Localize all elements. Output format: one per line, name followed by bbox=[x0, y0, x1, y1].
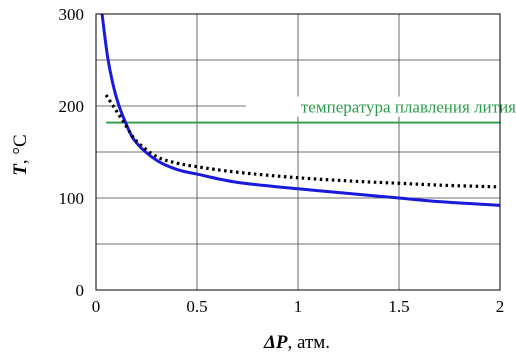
x-axis-separator: , bbox=[288, 332, 298, 353]
y-axis-symbol: T bbox=[10, 163, 31, 176]
x-tick-label: 1.5 bbox=[388, 297, 409, 316]
y-tick-label: 0 bbox=[76, 281, 85, 300]
x-axis-symbol: ΔP bbox=[263, 332, 288, 353]
y-tick-label: 100 bbox=[59, 189, 85, 208]
y-axis-unit: °C bbox=[10, 134, 31, 154]
y-tick-label: 200 bbox=[59, 97, 85, 116]
x-tick-label: 0.5 bbox=[186, 297, 207, 316]
plot-frame bbox=[95, 13, 501, 291]
x-axis-title: ΔP, атм. bbox=[263, 332, 330, 353]
y-axis-separator: , bbox=[10, 155, 31, 165]
tick-label-layer: 0 0.5 1 1.5 2 0 100 200 300 bbox=[59, 5, 505, 316]
melting-point-label: температура плавления лития bbox=[301, 98, 516, 117]
melting-point-label-bg bbox=[246, 96, 516, 117]
x-tick-label: 2 bbox=[496, 297, 505, 316]
x-tick-label: 1 bbox=[294, 297, 303, 316]
reference-layer: температура плавления лития bbox=[106, 96, 516, 124]
y-tick-label: 300 bbox=[59, 5, 85, 24]
grid-layer bbox=[96, 14, 500, 290]
dotted-series-line bbox=[104, 94, 500, 189]
series-layer bbox=[100, 14, 500, 207]
solid-series-line bbox=[100, 14, 500, 207]
y-axis-title: T, °C bbox=[10, 134, 31, 175]
x-tick-label: 0 bbox=[92, 297, 101, 316]
x-axis-unit: атм. bbox=[297, 332, 330, 353]
